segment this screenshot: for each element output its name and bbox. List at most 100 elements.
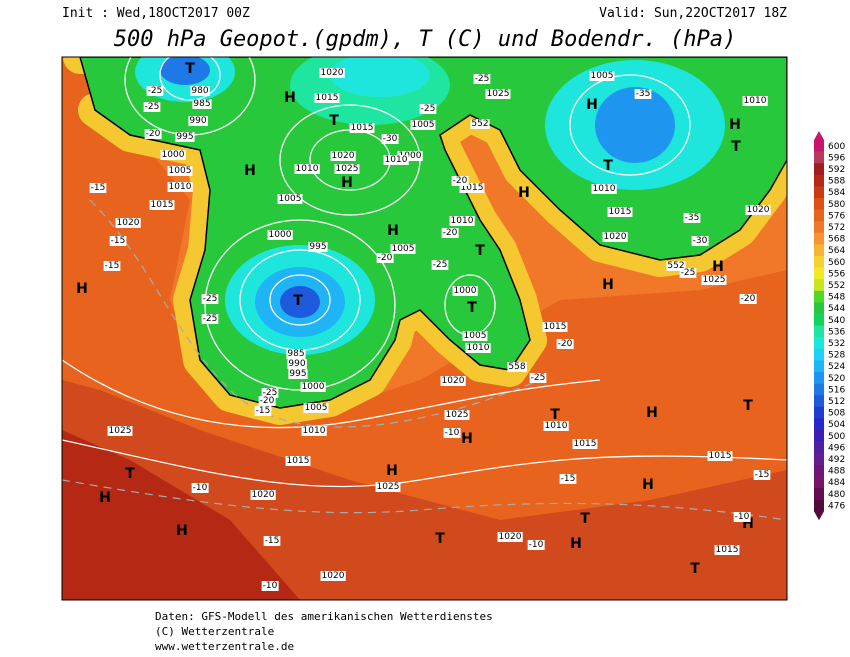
bar-swatch [814, 395, 824, 408]
label-box [286, 349, 306, 359]
bar-swatch [814, 360, 824, 373]
contour-label: 558 [508, 362, 525, 372]
bar-swatch [814, 337, 824, 350]
label-box [683, 213, 701, 223]
contour-label: 1000 [162, 150, 185, 160]
label-box [143, 102, 161, 112]
pressure-center: H [518, 185, 530, 201]
bar-label: 488 [828, 467, 845, 477]
bar-label: 524 [828, 362, 845, 372]
valid-text: Valid: Sun,22OCT2017 18Z [599, 6, 787, 21]
contour-label: 990 [189, 116, 206, 126]
contour-label: 1005 [412, 120, 435, 130]
contour-label: 1010 [593, 184, 616, 194]
label-box [319, 68, 345, 78]
bar-swatch [814, 441, 824, 454]
label-box [261, 388, 279, 398]
pressure-center: H [386, 463, 398, 479]
bar-label: 592 [828, 165, 845, 175]
bar-label: 492 [828, 455, 845, 465]
pressure-center: T [603, 158, 613, 174]
bar-label: 476 [828, 501, 845, 511]
contour-label: -15 [256, 406, 271, 416]
bar-label: 572 [828, 223, 845, 233]
label-box [334, 164, 360, 174]
label-box [144, 129, 162, 139]
bar-cap [814, 131, 824, 140]
bar-swatch [814, 476, 824, 489]
pressure-center: T [475, 243, 485, 259]
contour-label: 1005 [279, 194, 302, 204]
contour-label: 1020 [442, 376, 465, 386]
label-box [175, 132, 195, 142]
label-box [707, 451, 733, 461]
label-box [188, 116, 208, 126]
label-box [459, 183, 485, 193]
contour-label: 1000 [302, 382, 325, 392]
pressure-center: T [467, 300, 477, 316]
bar-label: 528 [828, 351, 845, 361]
label-box [542, 322, 568, 332]
map: T98098599099510001005101010151020HH10201… [62, 57, 787, 600]
label-box [330, 151, 356, 161]
label-box [745, 205, 771, 215]
contour-label: -15 [111, 236, 126, 246]
label-box [167, 166, 193, 176]
contour-label: 1015 [351, 123, 374, 133]
bar-swatch [814, 488, 824, 500]
label-box [444, 410, 470, 420]
bar-swatch [814, 221, 824, 234]
label-box [449, 216, 475, 226]
contour-label: 1025 [487, 89, 510, 99]
bar-swatch [814, 372, 824, 384]
pressure-center: T [550, 407, 560, 423]
contour-label: -25 [681, 268, 696, 278]
label-box [679, 268, 697, 278]
bar-label: 516 [828, 385, 845, 395]
bar-swatch [814, 325, 824, 338]
bar-swatch [814, 348, 824, 361]
label-box [431, 260, 449, 270]
label-box [742, 96, 768, 106]
bar-label: 504 [828, 420, 845, 430]
pressure-center: H [646, 405, 658, 421]
contour-label: -25 [203, 314, 218, 324]
pressure-center: H [570, 536, 582, 552]
bar-swatch [814, 186, 824, 199]
pressure-center: T [731, 139, 741, 155]
pressure-center: H [461, 431, 473, 447]
map-frame [61, 56, 788, 601]
contour-label: 980 [191, 86, 208, 96]
label-box [308, 242, 328, 252]
bar-swatch [814, 430, 824, 442]
pressure-center: H [76, 281, 88, 297]
contour-label: -20 [741, 294, 756, 304]
label-box [261, 581, 279, 591]
label-box [300, 382, 326, 392]
bar-swatch [814, 314, 824, 326]
contour-label: -35 [685, 213, 700, 223]
contour-label: 1025 [336, 164, 359, 174]
pressure-center: H [244, 163, 256, 179]
label-box [349, 123, 375, 133]
contour-label: 1010 [296, 164, 319, 174]
contour-label: 995 [289, 369, 306, 379]
label-box [507, 362, 527, 372]
contour-label: 1005 [392, 244, 415, 254]
bar-label: 484 [828, 478, 845, 488]
label-box [441, 228, 459, 238]
contour-label: -20 [453, 176, 468, 186]
label-box [591, 184, 617, 194]
contour-label: -30 [383, 134, 398, 144]
label-box [314, 93, 340, 103]
contour-label: 995 [176, 132, 193, 142]
contour-label: -15 [561, 474, 576, 484]
pressure-center: T [125, 466, 135, 482]
footer-line: www.wetterzentrale.de [155, 640, 294, 653]
label-box [691, 236, 709, 246]
pressure-center: T [185, 61, 195, 77]
contour-label: -15 [755, 470, 770, 480]
footer-line: Daten: GFS-Modell des amerikanischen Wet… [155, 610, 493, 623]
contour-label: 1015 [316, 93, 339, 103]
